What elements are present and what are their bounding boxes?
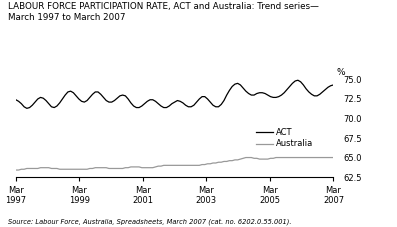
Line: ACT: ACT (16, 80, 333, 108)
ACT (315, 94, 320, 97)
ACT (295, 79, 300, 81)
ACT (101, 96, 106, 99)
Australia (312, 156, 317, 159)
ACT (25, 107, 29, 110)
Australia (331, 156, 336, 159)
Text: LABOUR FORCE PARTICIPATION RATE, ACT and Australia: Trend series—
March 1997 to : LABOUR FORCE PARTICIPATION RATE, ACT and… (8, 2, 319, 22)
Text: %: % (337, 69, 345, 77)
Australia (156, 165, 161, 168)
ACT (13, 98, 18, 101)
Australia (87, 167, 92, 170)
Legend: ACT, Australia: ACT, Australia (253, 125, 317, 152)
ACT (77, 98, 81, 100)
ACT (159, 105, 164, 107)
Australia (243, 156, 248, 159)
Australia (74, 168, 79, 171)
Australia (13, 169, 18, 171)
Australia (98, 166, 103, 169)
ACT (82, 101, 87, 104)
Australia (79, 168, 84, 171)
Text: Source: Labour Force, Australia, Spreadsheets, March 2007 (cat. no. 6202.0.55.00: Source: Labour Force, Australia, Spreads… (8, 218, 291, 225)
ACT (90, 93, 95, 96)
ACT (331, 84, 336, 86)
Line: Australia: Australia (16, 158, 333, 170)
